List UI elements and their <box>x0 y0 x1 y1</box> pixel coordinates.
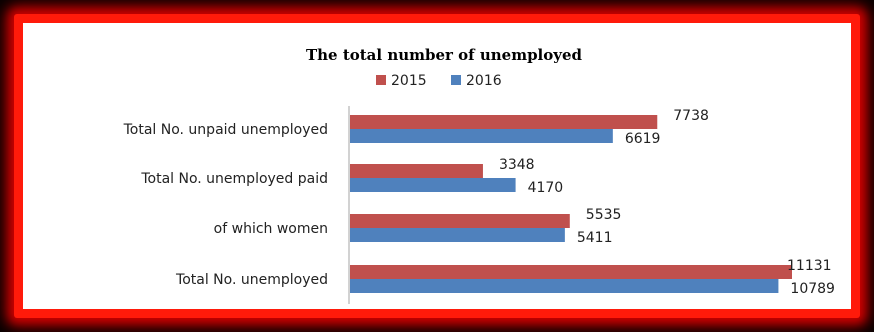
bar-2016 <box>350 178 516 192</box>
bar-2015 <box>350 265 792 279</box>
category-label: of which women <box>214 221 328 237</box>
legend-swatch-2015 <box>376 75 386 85</box>
bar-2016 <box>350 228 565 242</box>
legend-label-2016: 2016 <box>466 73 502 89</box>
bar-2016 <box>350 279 779 293</box>
bar-chart: The total number of unemployed 2015 2016 … <box>123 46 835 304</box>
bar-2015 <box>350 214 570 228</box>
data-label-2016: 5411 <box>577 230 613 246</box>
data-label-2016: 4170 <box>528 180 564 196</box>
category-label: Total No. unpaid unemployed <box>123 122 328 138</box>
data-label-2015: 5535 <box>586 207 622 223</box>
chart-legend: 2015 2016 <box>376 73 502 89</box>
legend-swatch-2016 <box>451 75 461 85</box>
data-label-2016: 10789 <box>790 281 835 297</box>
category-label: Total No. unemployed paid <box>140 171 328 187</box>
plot-area: Total No. unpaid unemployed 7738 6619 Total… <box>123 108 835 297</box>
data-label-2015: 11131 <box>787 258 832 274</box>
data-label-2015: 7738 <box>673 108 709 124</box>
bar-2015 <box>350 115 658 129</box>
category-label: Total No. unemployed <box>175 272 328 288</box>
chart-panel: The total number of unemployed 2015 2016 … <box>23 23 851 309</box>
bar-2016 <box>350 129 613 143</box>
chart-title: The total number of unemployed <box>306 46 583 64</box>
data-label-2015: 3348 <box>499 157 535 173</box>
data-label-2016: 6619 <box>625 131 661 147</box>
bar-2015 <box>350 164 483 178</box>
legend-label-2015: 2015 <box>391 73 427 89</box>
